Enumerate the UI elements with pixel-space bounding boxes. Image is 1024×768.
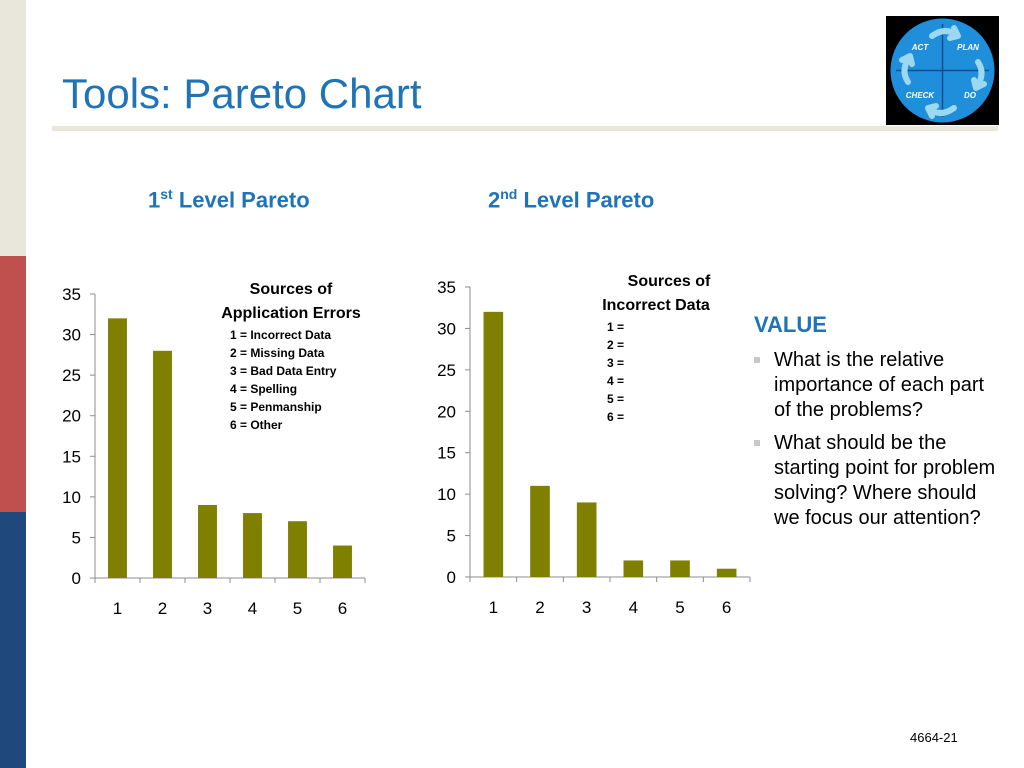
y-tick-label: 10	[437, 485, 456, 504]
bar	[198, 504, 217, 578]
legend-title-line1: Sources of	[249, 281, 333, 298]
second-heading-suffix: nd	[500, 186, 518, 202]
y-tick-label: 10	[62, 488, 81, 507]
first-heading-number: 1	[148, 187, 161, 213]
value-heading: VALUE	[754, 312, 827, 337]
value-list-item: What is the relative importance of each …	[754, 348, 1004, 423]
side-strip-red	[0, 256, 26, 512]
second-level-heading: 2nd Level Pareto	[488, 186, 654, 213]
y-tick-label: 30	[437, 319, 456, 338]
legend-item: 5 = Penmanship	[230, 400, 322, 414]
logo-label-plan: PLAN	[957, 43, 979, 52]
y-tick-label: 5	[72, 528, 81, 547]
value-list-item: What should be the starting point for pr…	[754, 431, 1004, 531]
legend-item: 2 = Missing Data	[230, 346, 325, 360]
y-tick-label: 20	[437, 402, 456, 421]
legend-item: 2 =	[607, 338, 625, 352]
x-tick-label: 6	[338, 599, 347, 618]
title-underline	[52, 126, 998, 131]
logo-label-check: CHECK	[906, 91, 936, 100]
bar	[483, 311, 504, 577]
value-panel: VALUE What is the relative importance of…	[754, 312, 1004, 539]
legend-item: 3 =	[607, 356, 625, 370]
first-level-heading: 1st Level Pareto	[148, 186, 310, 213]
x-tick-label: 2	[535, 598, 544, 617]
x-tick-label: 1	[113, 599, 122, 618]
square-bullet-icon	[754, 357, 760, 363]
arrow-bottom-icon	[925, 103, 957, 119]
value-list: What is the relative importance of each …	[754, 348, 1004, 531]
logo-label-do: DO	[964, 91, 977, 100]
y-tick-label: 20	[62, 407, 81, 426]
second-heading-number: 2	[488, 187, 501, 213]
x-tick-label: 6	[722, 598, 731, 617]
legend-title-line2: Application Errors	[221, 305, 361, 322]
y-tick-label: 35	[62, 285, 81, 304]
bar	[716, 568, 737, 577]
arrow-left-icon	[899, 53, 915, 85]
legend-item: 3 = Bad Data Entry	[230, 364, 337, 378]
legend-item: 1 =	[607, 320, 625, 334]
square-bullet-icon	[754, 440, 760, 446]
y-tick-label: 15	[62, 447, 81, 466]
y-tick-label: 25	[62, 366, 81, 385]
legend-item: 4 = Spelling	[230, 382, 298, 396]
legend-item: 6 =	[607, 410, 625, 424]
bar	[288, 521, 307, 578]
x-tick-label: 4	[248, 599, 257, 618]
logo-label-act: ACT	[911, 43, 930, 52]
arrow-right-icon	[971, 59, 987, 91]
second-heading-text: Level Pareto	[517, 187, 655, 213]
legend-second-chart: Sources of Incorrect Data 1 = 2 = 3 = 4 …	[586, 270, 726, 426]
legend-item: 5 =	[607, 392, 625, 406]
y-tick-label: 25	[437, 361, 456, 380]
y-tick-label: 5	[447, 527, 456, 546]
y-tick-label: 30	[62, 326, 81, 345]
y-tick-label: 0	[447, 568, 456, 587]
legend-item: 4 =	[607, 374, 625, 388]
bar	[243, 513, 262, 578]
y-tick-label: 15	[437, 444, 456, 463]
first-heading-text: Level Pareto	[172, 187, 310, 213]
legend-item: 6 = Other	[230, 418, 283, 432]
bar	[333, 545, 352, 578]
arrow-top-icon	[929, 25, 961, 41]
x-tick-label: 2	[158, 599, 167, 618]
legend-title-line1: Sources of	[627, 273, 711, 290]
pdca-cycle-logo: ACT PLAN CHECK DO	[886, 16, 999, 125]
side-strip-blue	[0, 512, 26, 768]
bar	[153, 350, 172, 578]
y-tick-label: 35	[437, 278, 456, 297]
bar	[530, 485, 550, 577]
side-strip-beige	[0, 0, 26, 256]
slide-footer-code: 4664-21	[910, 730, 958, 745]
bar	[108, 318, 127, 578]
legend-item: 1 = Incorrect Data	[230, 328, 332, 342]
x-tick-label: 3	[203, 599, 212, 618]
first-heading-suffix: st	[160, 186, 173, 202]
slide-title: Tools: Pareto Chart	[62, 70, 422, 117]
value-item-text: What should be the starting point for pr…	[774, 432, 996, 529]
x-tick-label: 1	[489, 598, 498, 617]
legend-title-line2: Incorrect Data	[602, 297, 710, 314]
x-tick-label: 3	[582, 598, 591, 617]
bar	[623, 560, 644, 577]
x-tick-label: 5	[675, 598, 684, 617]
x-tick-label: 4	[629, 598, 638, 617]
bar	[670, 560, 690, 577]
legend-first-chart: Sources of Application Errors 1 = Incorr…	[206, 278, 376, 434]
y-tick-label: 0	[72, 569, 81, 588]
pdca-cycle-icon: ACT PLAN CHECK DO	[890, 18, 995, 123]
x-tick-label: 5	[293, 599, 302, 618]
bar	[576, 502, 597, 577]
value-item-text: What is the relative importance of each …	[774, 349, 985, 421]
